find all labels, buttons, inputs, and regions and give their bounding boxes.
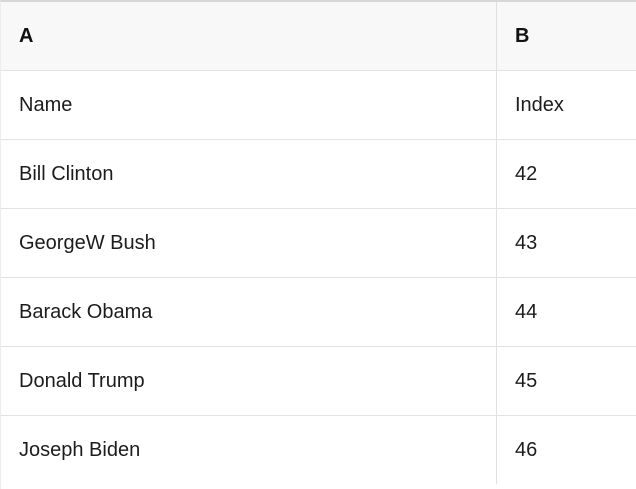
- table-row: GeorgeW Bush 43: [1, 208, 636, 278]
- cell-president-index[interactable]: 45: [496, 346, 636, 416]
- table-row: Donald Trump 45: [1, 346, 636, 416]
- cell-president-name[interactable]: GeorgeW Bush: [1, 208, 497, 278]
- cell-index-label[interactable]: Index: [496, 70, 636, 140]
- cell-president-name[interactable]: Bill Clinton: [1, 139, 497, 209]
- cell-president-name[interactable]: Donald Trump: [1, 346, 497, 416]
- table-row: Bill Clinton 42: [1, 139, 636, 209]
- column-header-b[interactable]: B: [496, 2, 636, 71]
- cell-president-index[interactable]: 44: [496, 277, 636, 347]
- column-header-row: A B: [1, 2, 636, 71]
- cell-president-index[interactable]: 46: [496, 415, 636, 484]
- cell-president-index[interactable]: 42: [496, 139, 636, 209]
- table-row: Name Index: [1, 70, 636, 140]
- cell-president-name[interactable]: Joseph Biden: [1, 415, 497, 484]
- cell-president-name[interactable]: Barack Obama: [1, 277, 497, 347]
- cell-president-index[interactable]: 43: [496, 208, 636, 278]
- column-header-a[interactable]: A: [1, 2, 497, 71]
- table-row: Joseph Biden 46: [1, 415, 636, 484]
- table-row: Barack Obama 44: [1, 277, 636, 347]
- cell-name-label[interactable]: Name: [1, 70, 497, 140]
